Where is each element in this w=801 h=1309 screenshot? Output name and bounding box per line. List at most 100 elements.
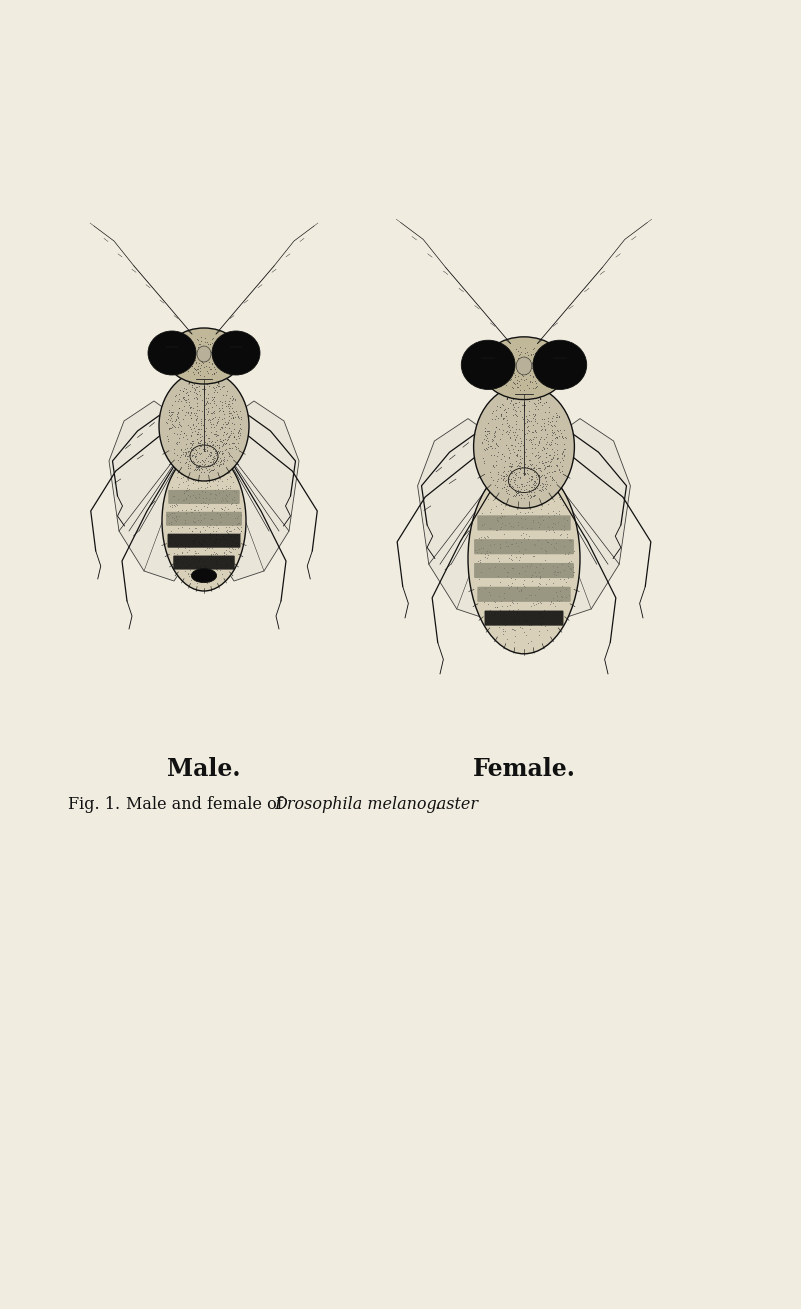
- Point: [204, 432, 217, 453]
- Point: [205, 397, 218, 418]
- Point: [191, 423, 203, 444]
- Point: [203, 408, 215, 429]
- Point: [546, 520, 559, 541]
- Point: [486, 490, 499, 511]
- Point: [195, 458, 207, 479]
- Point: [215, 449, 227, 470]
- Point: [163, 404, 175, 425]
- Point: [546, 411, 559, 432]
- Point: [221, 441, 234, 462]
- Point: [526, 512, 539, 533]
- Point: [508, 442, 521, 463]
- Point: [509, 445, 522, 466]
- Point: [492, 479, 505, 500]
- Point: [525, 466, 537, 487]
- Point: [536, 476, 549, 497]
- Point: [194, 427, 207, 448]
- Point: [516, 365, 529, 386]
- Point: [202, 450, 215, 471]
- Point: [509, 467, 521, 488]
- Point: [521, 463, 533, 484]
- Polygon shape: [109, 401, 196, 581]
- FancyBboxPatch shape: [477, 516, 570, 530]
- Point: [510, 424, 523, 445]
- Point: [195, 453, 208, 474]
- Point: [191, 389, 203, 410]
- Point: [216, 435, 229, 456]
- Point: [505, 376, 518, 397]
- Point: [525, 518, 537, 539]
- Point: [532, 398, 545, 419]
- Point: [218, 350, 231, 370]
- Point: [192, 412, 205, 433]
- Point: [534, 486, 547, 507]
- Point: [527, 467, 540, 488]
- Point: [549, 424, 562, 445]
- Point: [206, 459, 219, 480]
- Point: [222, 427, 235, 448]
- Point: [490, 435, 503, 456]
- Point: [180, 437, 193, 458]
- Point: [529, 370, 541, 391]
- Point: [185, 446, 198, 467]
- Point: [234, 522, 247, 543]
- Point: [495, 414, 508, 435]
- Point: [513, 380, 526, 401]
- Point: [550, 406, 563, 427]
- Point: [223, 478, 236, 499]
- Point: [190, 445, 203, 466]
- Point: [549, 503, 562, 524]
- Point: [223, 393, 235, 414]
- Point: [513, 617, 526, 637]
- Point: [208, 407, 221, 428]
- Point: [522, 377, 535, 398]
- Point: [504, 457, 517, 478]
- Point: [529, 343, 541, 364]
- Point: [208, 441, 221, 462]
- Point: [217, 545, 230, 565]
- Point: [189, 562, 202, 583]
- Point: [206, 465, 219, 486]
- Point: [200, 488, 213, 509]
- Point: [516, 448, 529, 469]
- Point: [548, 491, 561, 512]
- Point: [187, 363, 199, 384]
- Point: [213, 512, 226, 533]
- Point: [501, 469, 514, 490]
- Point: [203, 516, 215, 537]
- Point: [515, 457, 528, 478]
- Point: [528, 545, 541, 565]
- Point: [500, 480, 513, 501]
- Point: [525, 454, 537, 475]
- Point: [199, 440, 211, 461]
- Point: [546, 425, 559, 446]
- Point: [207, 389, 219, 410]
- Point: [207, 453, 220, 474]
- Point: [525, 469, 537, 490]
- Point: [514, 466, 527, 487]
- Point: [185, 338, 198, 359]
- Point: [175, 542, 188, 563]
- Point: [501, 363, 513, 384]
- Point: [506, 618, 519, 639]
- Point: [535, 465, 548, 486]
- Point: [219, 411, 231, 432]
- Point: [207, 356, 220, 377]
- Point: [531, 376, 544, 397]
- Point: [187, 414, 199, 435]
- Point: [489, 420, 501, 441]
- Point: [192, 531, 205, 552]
- Point: [505, 567, 517, 588]
- Point: [553, 568, 566, 589]
- Point: [513, 467, 525, 488]
- Point: [219, 490, 232, 511]
- Point: [534, 364, 547, 385]
- Point: [549, 483, 562, 504]
- Point: [494, 474, 507, 495]
- Point: [195, 331, 207, 352]
- Point: [185, 546, 198, 567]
- Point: [505, 348, 518, 369]
- Point: [208, 336, 221, 357]
- Point: [179, 560, 192, 581]
- Point: [548, 563, 561, 584]
